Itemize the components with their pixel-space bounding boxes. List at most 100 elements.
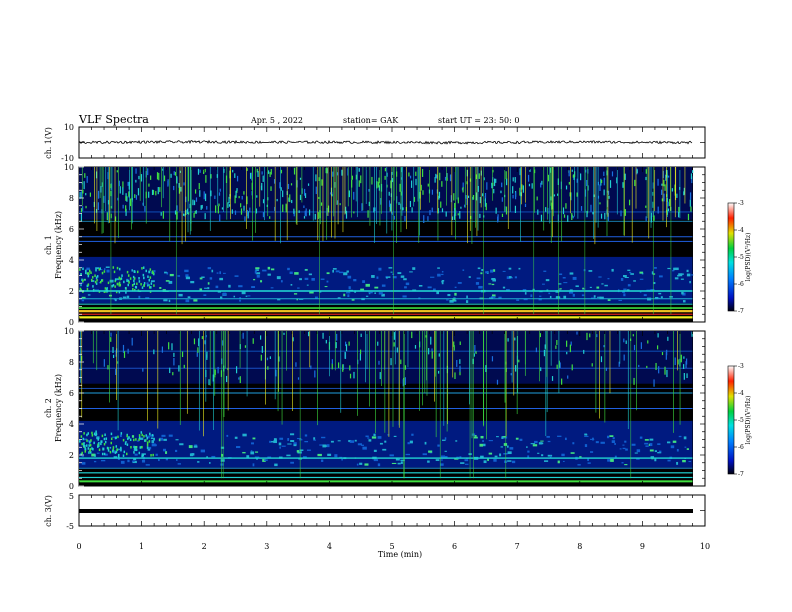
upper-activity bbox=[667, 201, 669, 207]
upper-activity bbox=[379, 372, 381, 380]
upper-activity bbox=[647, 340, 649, 344]
upper-activity bbox=[597, 195, 600, 199]
noise-speckle bbox=[611, 440, 616, 443]
chorus-speckle bbox=[115, 436, 117, 439]
upper-activity bbox=[353, 191, 355, 200]
noise-speckle bbox=[338, 271, 344, 274]
upper-activity bbox=[373, 207, 375, 213]
upper-activity bbox=[606, 190, 608, 193]
chorus-speckle bbox=[103, 270, 106, 273]
noise-speckle bbox=[639, 271, 644, 274]
upper-activity bbox=[251, 172, 253, 181]
noise-speckle bbox=[636, 449, 641, 453]
upper-activity bbox=[180, 186, 182, 192]
upper-activity bbox=[404, 365, 407, 370]
upper-activity bbox=[657, 206, 659, 214]
noise-speckle bbox=[287, 438, 290, 441]
noise-speckle bbox=[185, 276, 191, 280]
noise-speckle bbox=[250, 451, 255, 455]
chorus-speckle bbox=[143, 435, 145, 438]
upper-activity bbox=[390, 358, 392, 366]
upper-activity bbox=[683, 356, 685, 359]
upper-activity bbox=[331, 359, 333, 364]
upper-activity bbox=[454, 202, 456, 211]
upper-activity bbox=[638, 364, 640, 368]
noise-speckle bbox=[683, 436, 687, 440]
noise-speckle bbox=[490, 296, 496, 299]
noise-speckle bbox=[228, 284, 231, 288]
noise-speckle bbox=[356, 463, 359, 466]
noise-speckle bbox=[193, 299, 198, 302]
chorus-speckle bbox=[84, 448, 87, 451]
noise-speckle bbox=[206, 456, 208, 459]
chorus-speckle bbox=[86, 287, 89, 291]
noise-speckle bbox=[388, 276, 391, 278]
x-tick-label: 0 bbox=[76, 542, 81, 551]
upper-activity bbox=[459, 210, 461, 219]
frequency-line bbox=[79, 236, 693, 238]
freq-tick-label: 4 bbox=[69, 256, 74, 265]
noise-speckle bbox=[600, 441, 605, 444]
upper-activity bbox=[524, 203, 527, 208]
noise-speckle bbox=[643, 294, 647, 297]
chorus-speckle bbox=[101, 271, 104, 275]
upper-activity bbox=[404, 215, 406, 222]
noise-speckle bbox=[670, 445, 675, 449]
chorus-speckle bbox=[91, 447, 93, 450]
chorus-speckle bbox=[112, 448, 114, 452]
upper-activity bbox=[657, 178, 659, 186]
noise-speckle bbox=[491, 283, 495, 286]
noise-speckle bbox=[623, 288, 627, 291]
noise-speckle bbox=[132, 460, 135, 463]
chorus-speckle bbox=[129, 277, 132, 280]
upper-activity bbox=[566, 340, 568, 347]
noise-speckle bbox=[502, 286, 506, 289]
noise-speckle bbox=[349, 440, 355, 443]
upper-activity bbox=[151, 189, 154, 196]
noise-speckle bbox=[524, 292, 527, 295]
upper-activity bbox=[266, 204, 268, 207]
colorbar-tick-label: -4 bbox=[738, 227, 744, 234]
noise-speckle bbox=[428, 450, 433, 453]
upper-activity bbox=[655, 362, 657, 371]
noise-speckle bbox=[165, 457, 169, 461]
noise-speckle bbox=[572, 293, 575, 297]
upper-activity bbox=[236, 175, 239, 182]
noise-speckle bbox=[304, 434, 308, 437]
noise-speckle bbox=[277, 298, 281, 301]
upper-activity bbox=[690, 206, 692, 212]
upper-activity bbox=[377, 181, 380, 188]
upper-activity bbox=[425, 335, 427, 338]
noise-speckle bbox=[290, 283, 293, 286]
noise-speckle bbox=[141, 459, 146, 463]
noise-speckle bbox=[680, 278, 684, 280]
noise-speckle bbox=[253, 278, 256, 281]
chorus-speckle bbox=[124, 286, 127, 290]
upper-activity bbox=[518, 359, 520, 363]
upper-activity bbox=[527, 174, 530, 182]
upper-activity bbox=[568, 181, 570, 185]
noise-speckle bbox=[373, 433, 376, 436]
chorus-speckle bbox=[100, 440, 102, 443]
noise-speckle bbox=[296, 450, 300, 453]
upper-activity bbox=[456, 359, 458, 367]
noise-speckle bbox=[440, 459, 443, 461]
chorus-speckle bbox=[112, 266, 115, 269]
chorus-speckle bbox=[118, 281, 121, 285]
upper-activity bbox=[194, 210, 196, 214]
upper-activity bbox=[307, 331, 310, 337]
upper-activity bbox=[173, 357, 175, 366]
noise-speckle bbox=[595, 441, 599, 444]
upper-activity bbox=[666, 174, 668, 178]
chorus-speckle bbox=[83, 442, 85, 445]
noise-speckle bbox=[337, 297, 341, 300]
noise-speckle bbox=[145, 297, 150, 299]
chorus-speckle bbox=[107, 447, 110, 450]
upper-activity bbox=[459, 365, 461, 372]
noise-speckle bbox=[607, 299, 611, 301]
noise-speckle bbox=[557, 460, 560, 464]
upper-activity bbox=[100, 186, 102, 193]
noise-speckle bbox=[151, 440, 155, 444]
upper-activity bbox=[453, 345, 455, 351]
upper-activity bbox=[238, 377, 240, 380]
